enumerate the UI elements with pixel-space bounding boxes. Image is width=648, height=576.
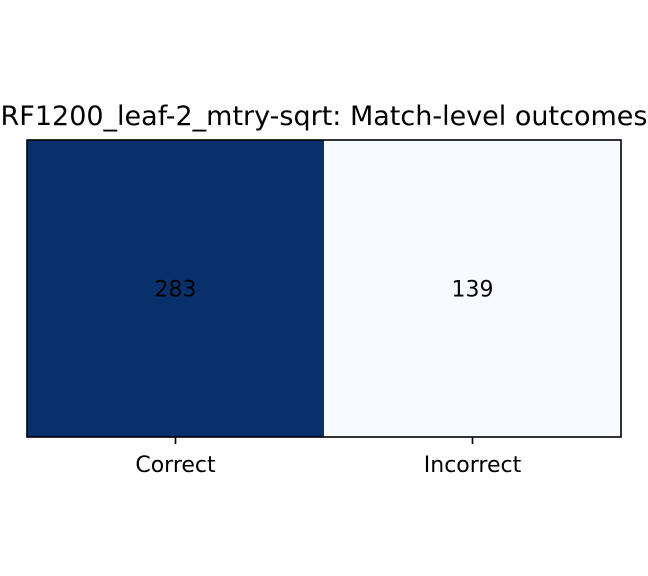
cell-value-label: 283 <box>155 278 197 303</box>
chart-title: RF1200_leaf-2_mtry-sqrt: Match-level out… <box>1 101 648 132</box>
heatmap-cell-correct <box>27 140 324 437</box>
heatmap-cells: 283 139 <box>27 140 621 437</box>
cell-value-label: 139 <box>452 278 494 303</box>
x-tick-label: Correct <box>135 453 216 478</box>
x-axis: Correct Incorrect <box>135 437 522 478</box>
heatmap-cell-incorrect <box>324 140 621 437</box>
x-tick-label: Incorrect <box>424 453 522 478</box>
plot-frame <box>26 139 622 438</box>
